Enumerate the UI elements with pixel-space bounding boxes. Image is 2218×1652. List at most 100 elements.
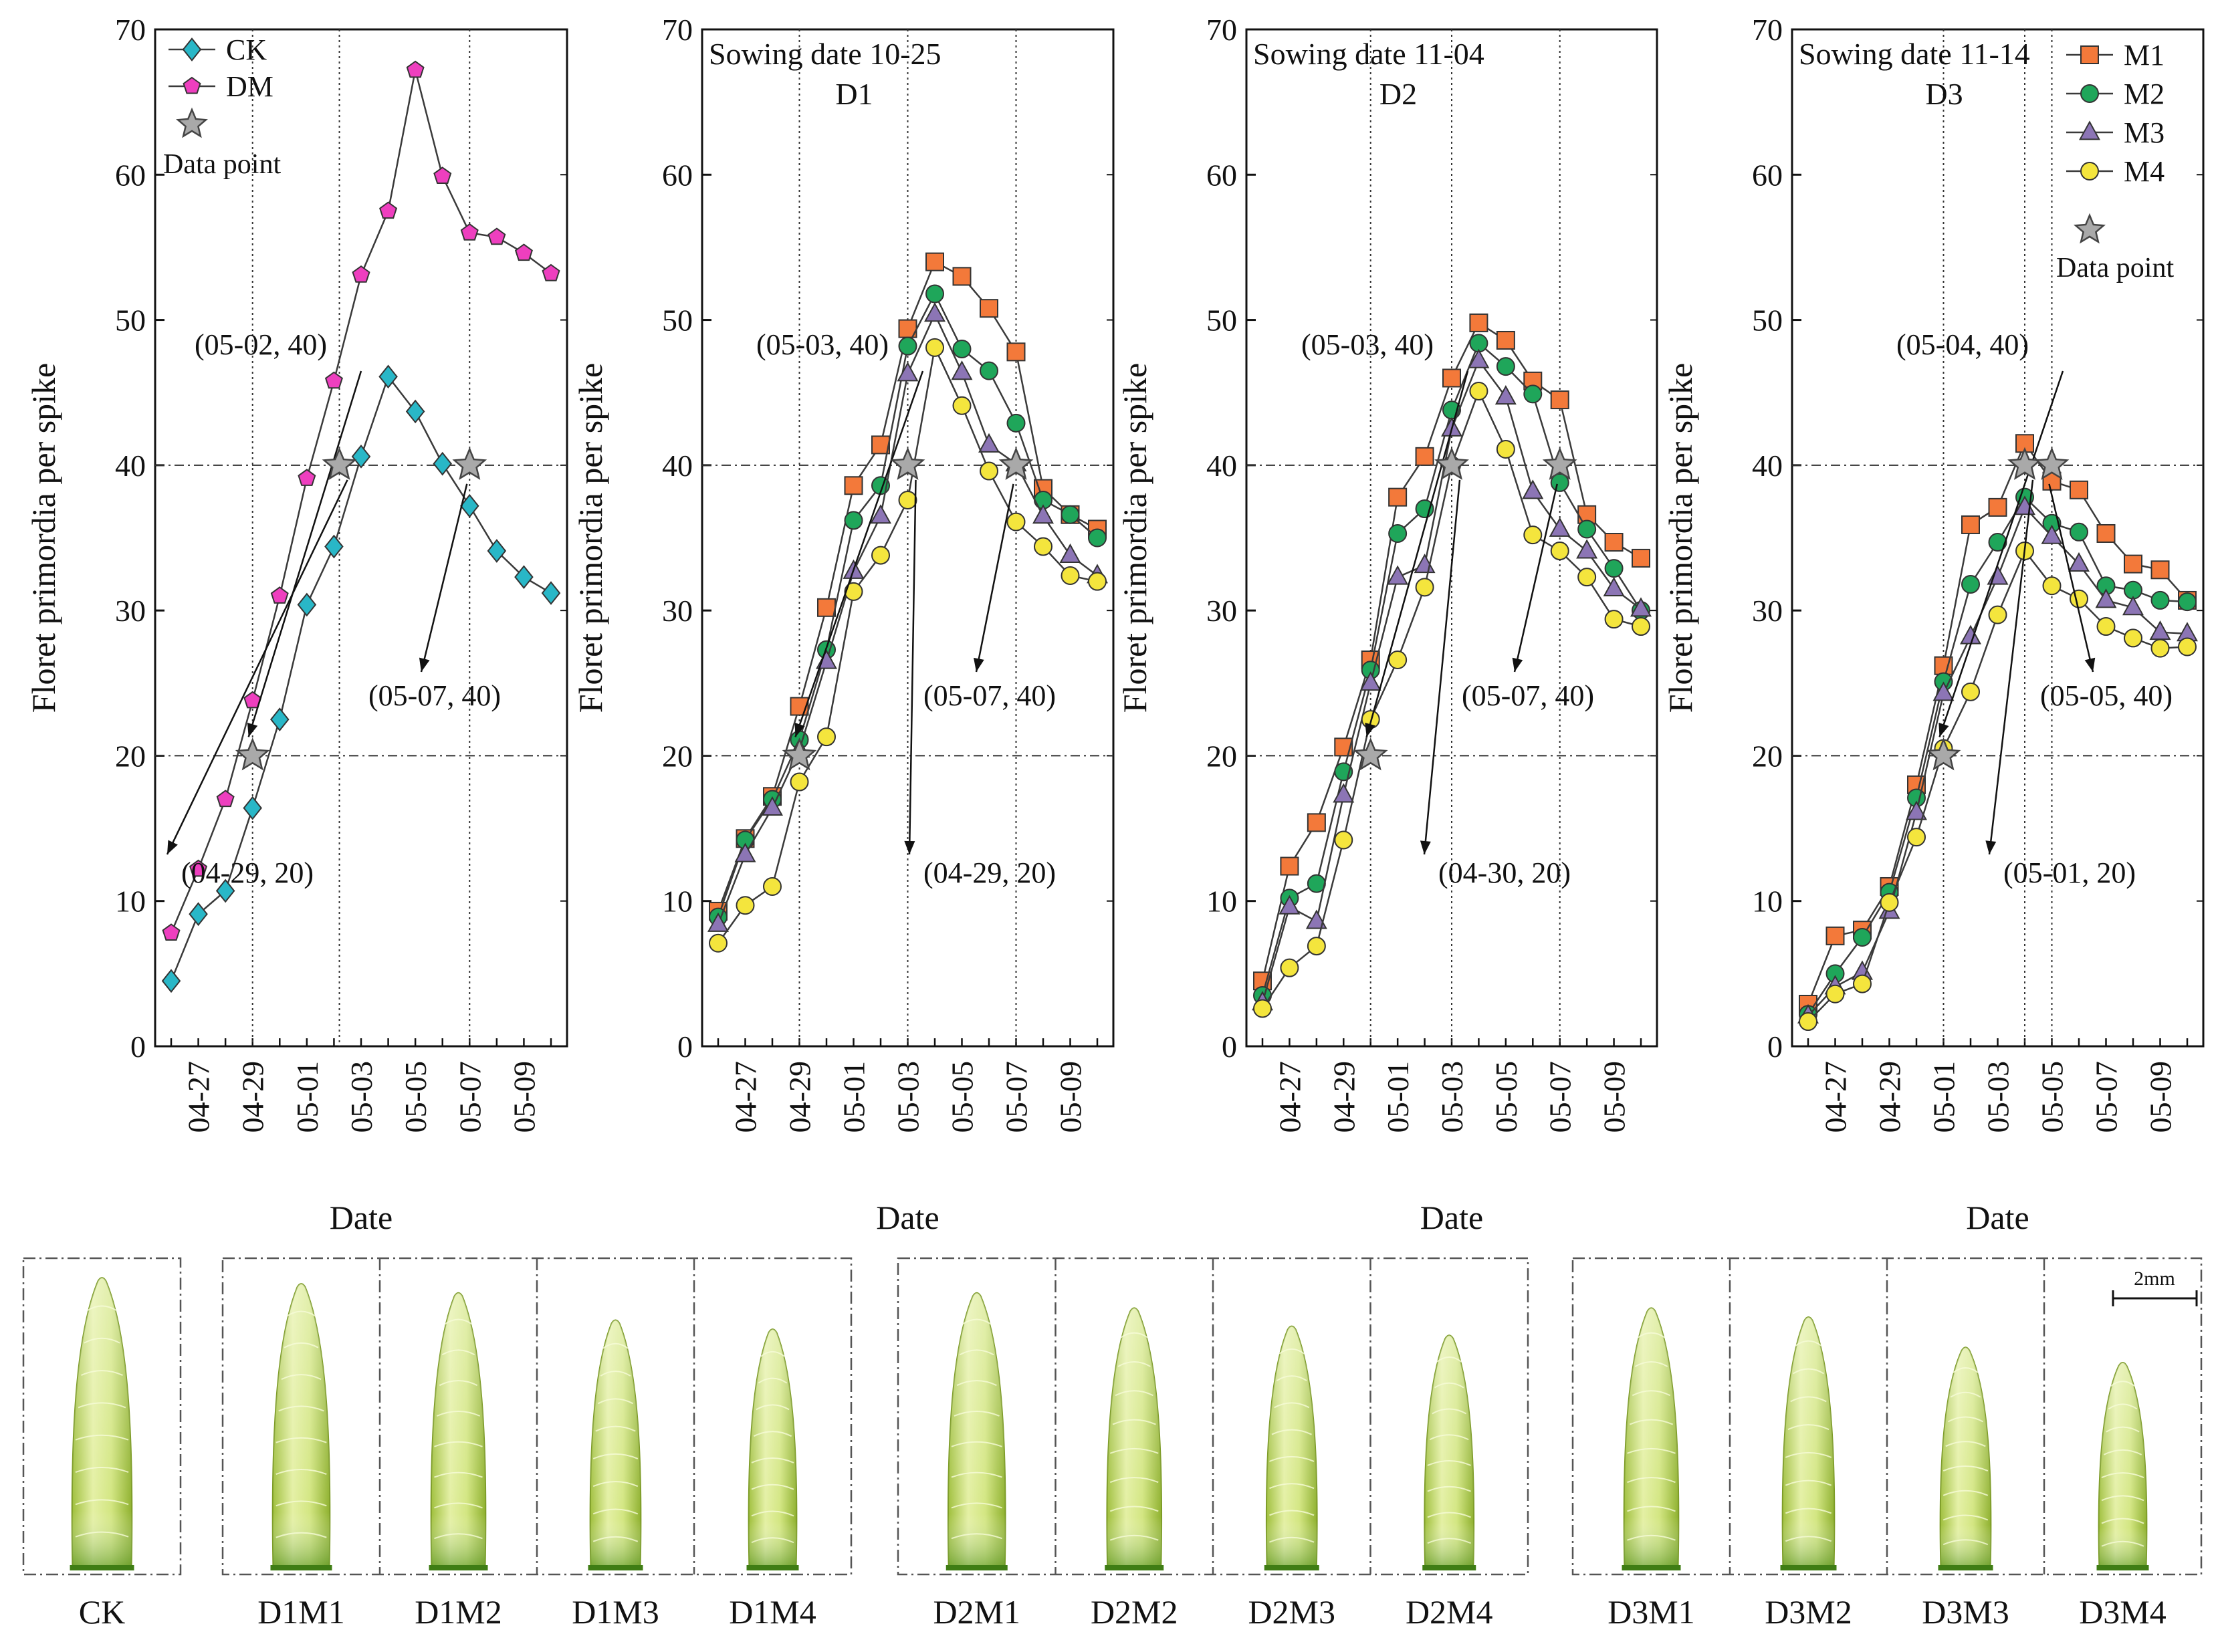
y-tick-label: 60 (1752, 158, 1783, 192)
y-tick-label: 0 (130, 1030, 146, 1064)
spike-base (1938, 1565, 1993, 1570)
data-point (1550, 390, 1569, 410)
spike-floret (1109, 1447, 1159, 1454)
data-point (379, 201, 398, 219)
y-axis-label: Floret primordia per spike (1116, 363, 1153, 713)
spike-floret (436, 1411, 481, 1417)
data-point (1388, 651, 1408, 670)
data-point (1825, 926, 1845, 945)
data-point (844, 582, 863, 601)
spike-floret (2101, 1495, 2144, 1502)
y-tick-label: 60 (1206, 158, 1237, 192)
data-point-star (322, 447, 357, 480)
data-point (817, 598, 836, 617)
data-point (1305, 909, 1327, 929)
spike-floret (1634, 1361, 1668, 1367)
spike-floret (2101, 1540, 2144, 1547)
data-point (2042, 576, 2062, 596)
y-tick-label: 50 (1206, 304, 1237, 338)
spike-floret (286, 1310, 316, 1317)
data-point (1853, 974, 1872, 993)
data-point (2096, 617, 2116, 636)
y-tick-label: 0 (677, 1030, 693, 1064)
spike-shade (1940, 1347, 1991, 1569)
spike-floret (2103, 1449, 2142, 1455)
data-point (433, 166, 452, 184)
spike-floret (1117, 1361, 1151, 1367)
spike-group-3: D2M1 D2M2 D2M3 D2M4 (897, 1257, 1529, 1631)
spike-base (429, 1565, 488, 1570)
data-point (952, 396, 972, 415)
spike-floret (951, 1502, 1002, 1509)
data-point (2096, 523, 2116, 543)
annotation-arrow-line (247, 370, 362, 737)
data-point (514, 243, 533, 261)
data-point (406, 60, 425, 78)
spike-floret (1279, 1348, 1305, 1354)
legend-label: M3 (2124, 116, 2165, 149)
spike-floret (1427, 1538, 1472, 1544)
legend-marker (182, 37, 202, 62)
annotation-arrow-line (794, 370, 924, 737)
data-point (1280, 958, 1299, 977)
data-point (2070, 480, 2088, 499)
annotation-arrow-head (167, 840, 178, 854)
spike-floret (753, 1431, 792, 1437)
spike-floret (1785, 1451, 1832, 1458)
photo-frame (22, 1257, 182, 1576)
legend-label: CK (226, 33, 267, 66)
chart-subtitle: D1 (835, 77, 873, 111)
spike-image (1422, 1334, 1476, 1570)
data-point (1825, 984, 1845, 1004)
spike-image (1938, 1346, 1993, 1570)
spike-floret (1429, 1434, 1469, 1441)
x-tick-label: 05-01 (1381, 1061, 1415, 1133)
x-tick-label: 04-27 (729, 1061, 763, 1133)
spike-label: D1M2 (415, 1593, 502, 1631)
data-point (270, 707, 290, 731)
annotation-arrow-head (1420, 840, 1431, 854)
data-point (2150, 590, 2170, 610)
data-point (1415, 578, 1434, 597)
data-point-star (1353, 737, 1388, 771)
spike-floret (1943, 1539, 1989, 1546)
data-point (951, 360, 973, 380)
data-point (1988, 533, 2007, 552)
data-point (378, 364, 398, 389)
annotation-label: (05-03, 40) (756, 328, 889, 361)
spike-floret (1269, 1456, 1315, 1462)
spike-floret (1427, 1512, 1472, 1518)
spike-floret (1790, 1396, 1827, 1403)
y-tick-label: 40 (662, 449, 693, 483)
spike-floret (1269, 1483, 1315, 1490)
y-tick-label: 60 (662, 158, 693, 192)
spike-shade (948, 1292, 1006, 1569)
spike-label: D1M1 (257, 1593, 345, 1631)
data-point (952, 340, 972, 359)
data-point (871, 435, 890, 455)
data-point (162, 923, 181, 941)
spike-base (1422, 1565, 1476, 1570)
y-tick-label: 20 (1752, 739, 1783, 773)
spike-floret (1269, 1510, 1315, 1516)
spike-shade (1624, 1308, 1679, 1569)
spike-floret (434, 1533, 483, 1540)
data-point (487, 227, 506, 245)
y-tick-label: 40 (1206, 449, 1237, 483)
annotation-arrow-line (908, 479, 917, 855)
data-point (1279, 895, 1301, 915)
x-tick-label: 05-01 (1927, 1061, 1961, 1133)
spike-floret (597, 1398, 634, 1405)
data-point (1549, 517, 1571, 537)
spike-floret (2108, 1403, 2138, 1410)
data-point (1388, 523, 1408, 543)
data-point (460, 223, 479, 241)
scale-bar-label: 2mm (2134, 1268, 2175, 1290)
annotation-arrow-line (1988, 479, 2034, 855)
data-point (1988, 605, 2007, 624)
data-point (1906, 800, 1927, 820)
annotation-arrow-line (1423, 479, 1461, 855)
x-axis-label: Date (1966, 1199, 2029, 1236)
data-point (324, 371, 343, 389)
